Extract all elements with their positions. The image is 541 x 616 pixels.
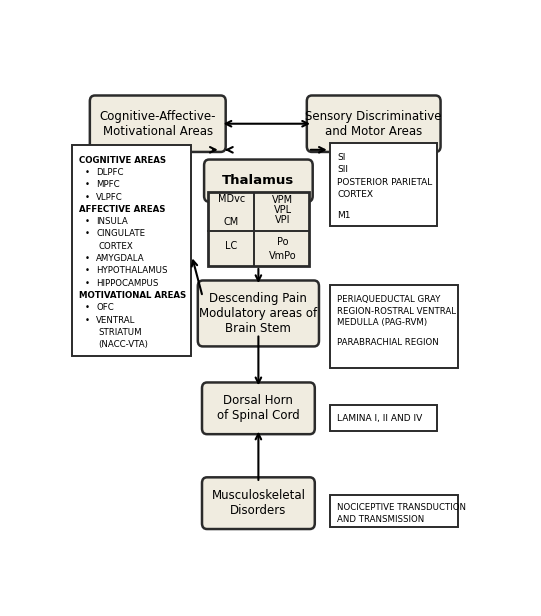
Text: DLPFC: DLPFC xyxy=(96,168,124,177)
Text: VPL: VPL xyxy=(274,205,292,215)
Text: MPFC: MPFC xyxy=(96,180,120,189)
Text: MEDULLA (PAG-RVM): MEDULLA (PAG-RVM) xyxy=(337,318,427,327)
Text: •: • xyxy=(84,267,89,275)
Text: REGION-ROSTRAL VENTRAL: REGION-ROSTRAL VENTRAL xyxy=(337,307,456,316)
Text: •: • xyxy=(84,192,89,201)
Text: PERIAQUEDUCTAL GRAY: PERIAQUEDUCTAL GRAY xyxy=(337,296,440,304)
Text: AFFECTIVE AREAS: AFFECTIVE AREAS xyxy=(80,205,166,214)
FancyBboxPatch shape xyxy=(202,477,315,529)
Bar xyxy=(72,145,192,356)
Text: SII: SII xyxy=(337,166,348,174)
Text: AND TRANSMISSION: AND TRANSMISSION xyxy=(337,515,425,524)
Text: Thalamus: Thalamus xyxy=(222,174,294,187)
Text: •: • xyxy=(84,279,89,288)
Text: VENTRAL: VENTRAL xyxy=(96,316,135,325)
FancyBboxPatch shape xyxy=(90,95,226,152)
Text: Musculoskeletal
Disorders: Musculoskeletal Disorders xyxy=(212,489,306,517)
Text: •: • xyxy=(84,316,89,325)
Text: LAMINA I, II AND IV: LAMINA I, II AND IV xyxy=(337,413,423,423)
Text: CORTEX: CORTEX xyxy=(337,190,373,199)
FancyBboxPatch shape xyxy=(198,280,319,346)
Bar xyxy=(329,285,458,368)
Text: PARABRACHIAL REGION: PARABRACHIAL REGION xyxy=(337,338,439,347)
Text: •: • xyxy=(84,254,89,263)
Text: MDvc: MDvc xyxy=(217,194,245,204)
Text: VLPFC: VLPFC xyxy=(96,192,123,201)
Text: POSTERIOR PARIETAL: POSTERIOR PARIETAL xyxy=(337,178,432,187)
Text: MOTIVATIONAL AREAS: MOTIVATIONAL AREAS xyxy=(80,291,187,300)
Text: •: • xyxy=(84,304,89,312)
Text: LC: LC xyxy=(225,241,237,251)
Text: VmPo: VmPo xyxy=(269,251,296,261)
Text: M1: M1 xyxy=(337,211,351,220)
Text: VPI: VPI xyxy=(275,216,291,225)
Text: Dorsal Horn
of Spinal Cord: Dorsal Horn of Spinal Cord xyxy=(217,394,300,423)
Text: AMYGDALA: AMYGDALA xyxy=(96,254,145,263)
FancyBboxPatch shape xyxy=(204,160,313,202)
Text: CINGULATE: CINGULATE xyxy=(96,230,146,238)
Text: CM: CM xyxy=(223,217,239,227)
Text: •: • xyxy=(84,168,89,177)
Text: VPM: VPM xyxy=(272,195,293,205)
Text: •: • xyxy=(84,217,89,226)
Text: HYPOTHALAMUS: HYPOTHALAMUS xyxy=(96,267,168,275)
FancyBboxPatch shape xyxy=(307,95,440,152)
Text: COGNITIVE AREAS: COGNITIVE AREAS xyxy=(80,155,167,164)
Text: INSULA: INSULA xyxy=(96,217,128,226)
FancyBboxPatch shape xyxy=(202,383,315,434)
Bar xyxy=(208,192,309,266)
Text: CORTEX: CORTEX xyxy=(98,242,133,251)
Text: SI: SI xyxy=(337,153,346,162)
Text: Sensory Discriminative
and Motor Areas: Sensory Discriminative and Motor Areas xyxy=(306,110,442,138)
Text: (NACC-VTA): (NACC-VTA) xyxy=(98,341,148,349)
Text: STRIATUM: STRIATUM xyxy=(98,328,142,337)
Text: •: • xyxy=(84,230,89,238)
Text: NOCICEPTIVE TRANSDUCTION: NOCICEPTIVE TRANSDUCTION xyxy=(337,503,466,512)
Text: Po: Po xyxy=(277,237,288,247)
Bar xyxy=(329,143,437,225)
Text: •: • xyxy=(84,180,89,189)
Text: Descending Pain
Modulatory areas of
Brain Stem: Descending Pain Modulatory areas of Brai… xyxy=(199,292,318,335)
Text: OFC: OFC xyxy=(96,304,114,312)
Bar xyxy=(329,405,437,431)
Text: HIPPOCAMPUS: HIPPOCAMPUS xyxy=(96,279,159,288)
Bar xyxy=(329,495,458,527)
Text: Cognitive-Affective-
Motivational Areas: Cognitive-Affective- Motivational Areas xyxy=(100,110,216,138)
